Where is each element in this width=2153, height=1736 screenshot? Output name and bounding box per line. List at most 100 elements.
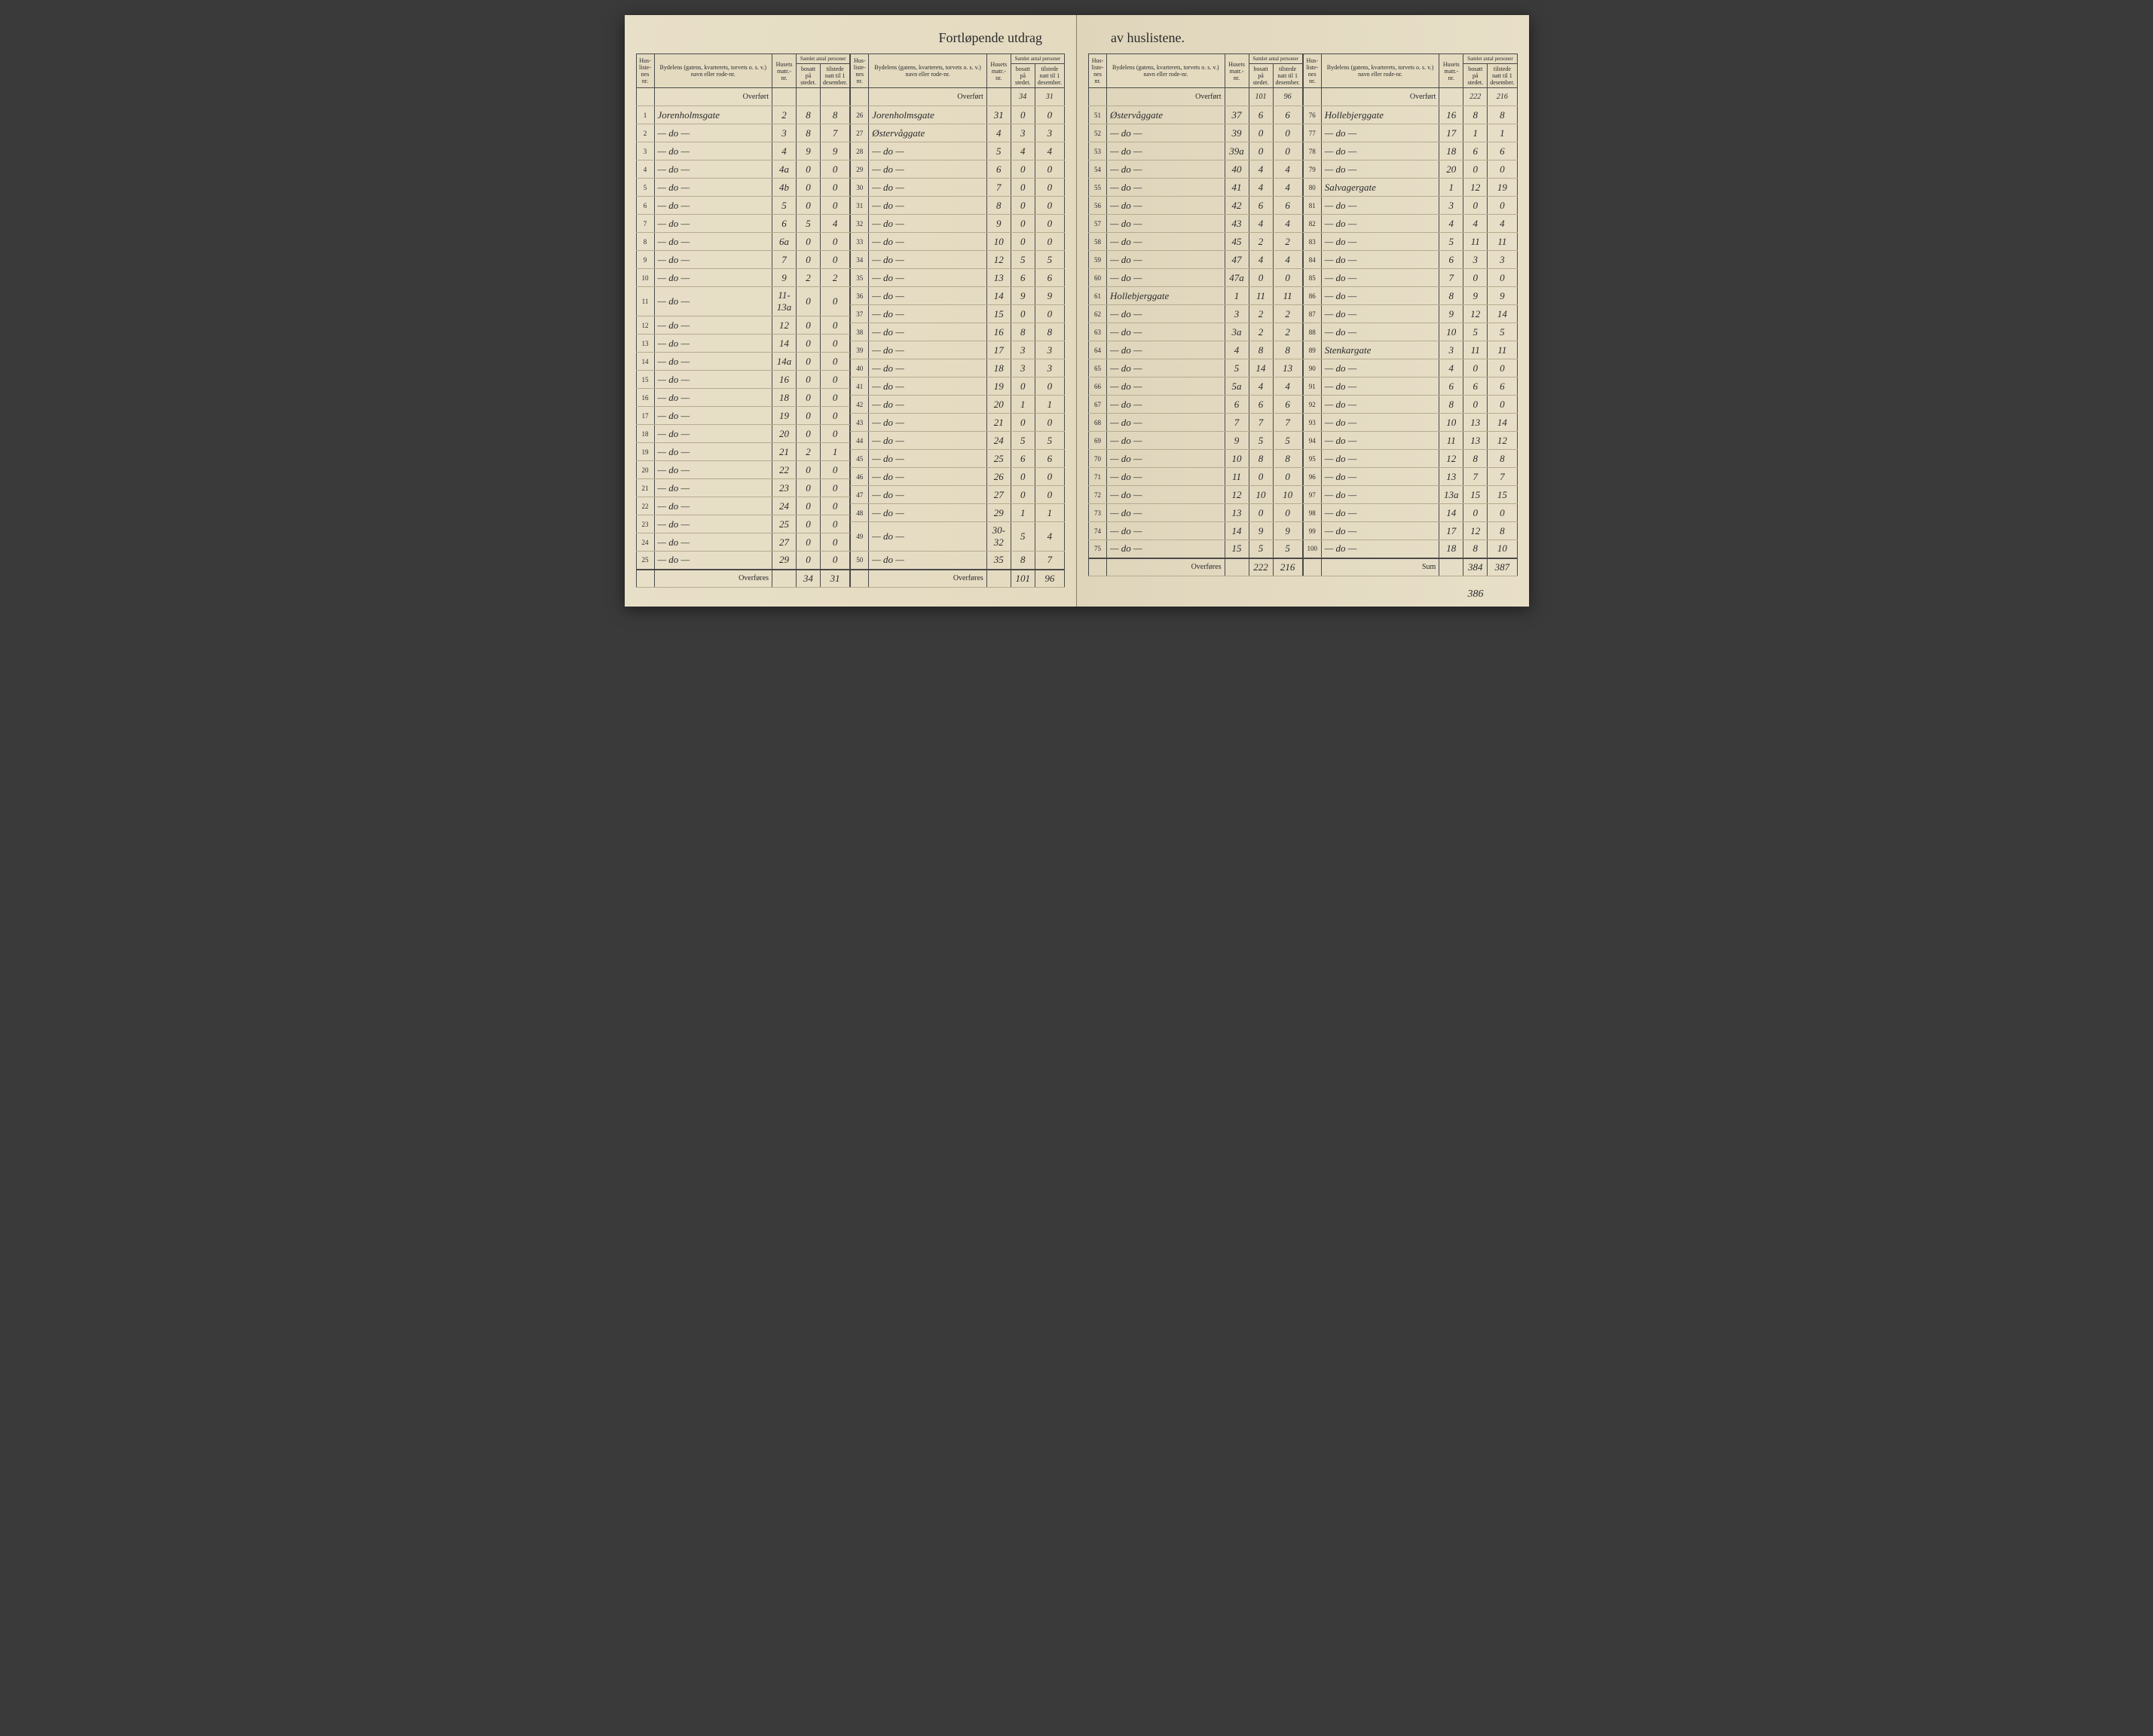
row-name: — do —	[869, 486, 987, 504]
table-header: Hus-liste-nes nr. Bydelens (gatens, kvar…	[636, 54, 850, 88]
row-bosatt: 5	[797, 215, 821, 233]
table-row: 22 — do — 24 0 0	[636, 497, 850, 515]
row-tilstede: 4	[1273, 251, 1302, 269]
row-nr: 11	[636, 287, 654, 316]
hdr-nr: Hus-liste-nes nr.	[636, 54, 654, 88]
table-row: 95 — do — 12 8 8	[1303, 450, 1517, 468]
row-matr: 4	[1439, 359, 1463, 377]
row-name: — do —	[654, 197, 772, 215]
row-matr: 39a	[1225, 142, 1249, 160]
table-row: 87 — do — 9 12 14	[1303, 305, 1517, 323]
row-nr: 8	[636, 233, 654, 251]
row-matr: 25	[772, 515, 797, 533]
table-row: 15 — do — 16 0 0	[636, 371, 850, 389]
row-name: — do —	[654, 371, 772, 389]
row-name: — do —	[1321, 540, 1439, 558]
table-row: 24 — do — 27 0 0	[636, 533, 850, 552]
table-header: Hus-liste-nes nr. Bydelens (gatens, kvar…	[1303, 54, 1517, 88]
row-tilstede: 5	[1035, 432, 1064, 450]
table-row: 29 — do — 6 0 0	[851, 160, 1065, 179]
row-name: — do —	[1321, 468, 1439, 486]
row-matr: 20	[986, 396, 1011, 414]
overfort-t	[821, 88, 850, 106]
row-bosatt: 2	[1249, 323, 1273, 341]
row-bosatt: 3	[1011, 341, 1035, 359]
row-bosatt: 0	[1463, 197, 1488, 215]
row-name: — do —	[654, 353, 772, 371]
row-name: — do —	[1107, 396, 1225, 414]
footer-label: Overføres	[869, 570, 987, 588]
row-matr: 10	[1439, 414, 1463, 432]
hdr-tilstede: tilstede natt til 1 desember.	[1035, 64, 1064, 88]
row-nr: 95	[1303, 450, 1321, 468]
table-row: 81 — do — 3 0 0	[1303, 197, 1517, 215]
row-name: — do —	[1107, 486, 1225, 504]
row-bosatt: 0	[1249, 142, 1273, 160]
table-row: 79 — do — 20 0 0	[1303, 160, 1517, 179]
row-matr: 18	[986, 359, 1011, 377]
row-matr: 9	[1225, 432, 1249, 450]
row-tilstede: 11	[1273, 287, 1302, 305]
hdr-nr: Hus-liste-nes nr.	[851, 54, 869, 88]
row-nr: 23	[636, 515, 654, 533]
row-bosatt: 0	[797, 316, 821, 335]
row-tilstede: 1	[1488, 124, 1517, 142]
table-row: 74 — do — 14 9 9	[1089, 522, 1303, 540]
row-bosatt: 0	[797, 371, 821, 389]
row-bosatt: 6	[1011, 269, 1035, 287]
row-bosatt: 0	[1463, 504, 1488, 522]
row-matr: 4	[1225, 341, 1249, 359]
row-bosatt: 6	[1249, 106, 1273, 124]
row-matr: 40	[1225, 160, 1249, 179]
row-tilstede: 0	[821, 179, 850, 197]
table-row: 1 Jorenholmsgate 2 8 8	[636, 106, 850, 124]
row-bosatt: 0	[797, 389, 821, 407]
table-row: 51 Østervåggate 37 6 6	[1089, 106, 1303, 124]
row-name: — do —	[869, 142, 987, 160]
row-matr: 12	[986, 251, 1011, 269]
table-row: 28 — do — 5 4 4	[851, 142, 1065, 160]
row-bosatt: 0	[797, 160, 821, 179]
row-nr: 31	[851, 197, 869, 215]
overfort-label: Overført	[869, 88, 987, 106]
row-name: — do —	[654, 425, 772, 443]
row-tilstede: 0	[821, 497, 850, 515]
row-tilstede: 4	[1488, 215, 1517, 233]
row-name: — do —	[869, 215, 987, 233]
footer-row: Overføres 101 96	[851, 570, 1065, 588]
row-bosatt: 0	[797, 197, 821, 215]
row-matr: 4a	[772, 160, 797, 179]
row-name: Jorenholmsgate	[869, 106, 987, 124]
row-bosatt: 7	[1249, 414, 1273, 432]
row-nr: 55	[1089, 179, 1107, 197]
row-tilstede: 3	[1035, 124, 1064, 142]
row-bosatt: 13	[1463, 432, 1488, 450]
table-row: 97 — do — 13a 15 15	[1303, 486, 1517, 504]
row-nr: 28	[851, 142, 869, 160]
row-bosatt: 2	[797, 269, 821, 287]
row-name: — do —	[869, 341, 987, 359]
row-tilstede: 0	[821, 233, 850, 251]
row-matr: 5	[1225, 359, 1249, 377]
row-tilstede: 19	[1488, 179, 1517, 197]
row-name: — do —	[869, 414, 987, 432]
table-row: 43 — do — 21 0 0	[851, 414, 1065, 432]
row-bosatt: 14	[1249, 359, 1273, 377]
row-name: — do —	[1107, 468, 1225, 486]
row-bosatt: 0	[797, 533, 821, 552]
row-bosatt: 0	[1011, 106, 1035, 124]
row-bosatt: 0	[1463, 396, 1488, 414]
table-row: 11 — do — 11-13a 0 0	[636, 287, 850, 316]
table-row: 62 — do — 3 2 2	[1089, 305, 1303, 323]
row-matr: 15	[986, 305, 1011, 323]
row-nr: 92	[1303, 396, 1321, 414]
table-row: 4 — do — 4a 0 0	[636, 160, 850, 179]
hdr-bydelens: Bydelens (gatens, kvarterets, torvets o.…	[1107, 54, 1225, 88]
row-matr: 12	[772, 316, 797, 335]
row-name: — do —	[1107, 197, 1225, 215]
row-tilstede: 2	[1273, 233, 1302, 251]
row-matr: 29	[986, 504, 1011, 522]
row-name: — do —	[654, 335, 772, 353]
row-tilstede: 0	[1488, 396, 1517, 414]
row-bosatt: 5	[1011, 251, 1035, 269]
